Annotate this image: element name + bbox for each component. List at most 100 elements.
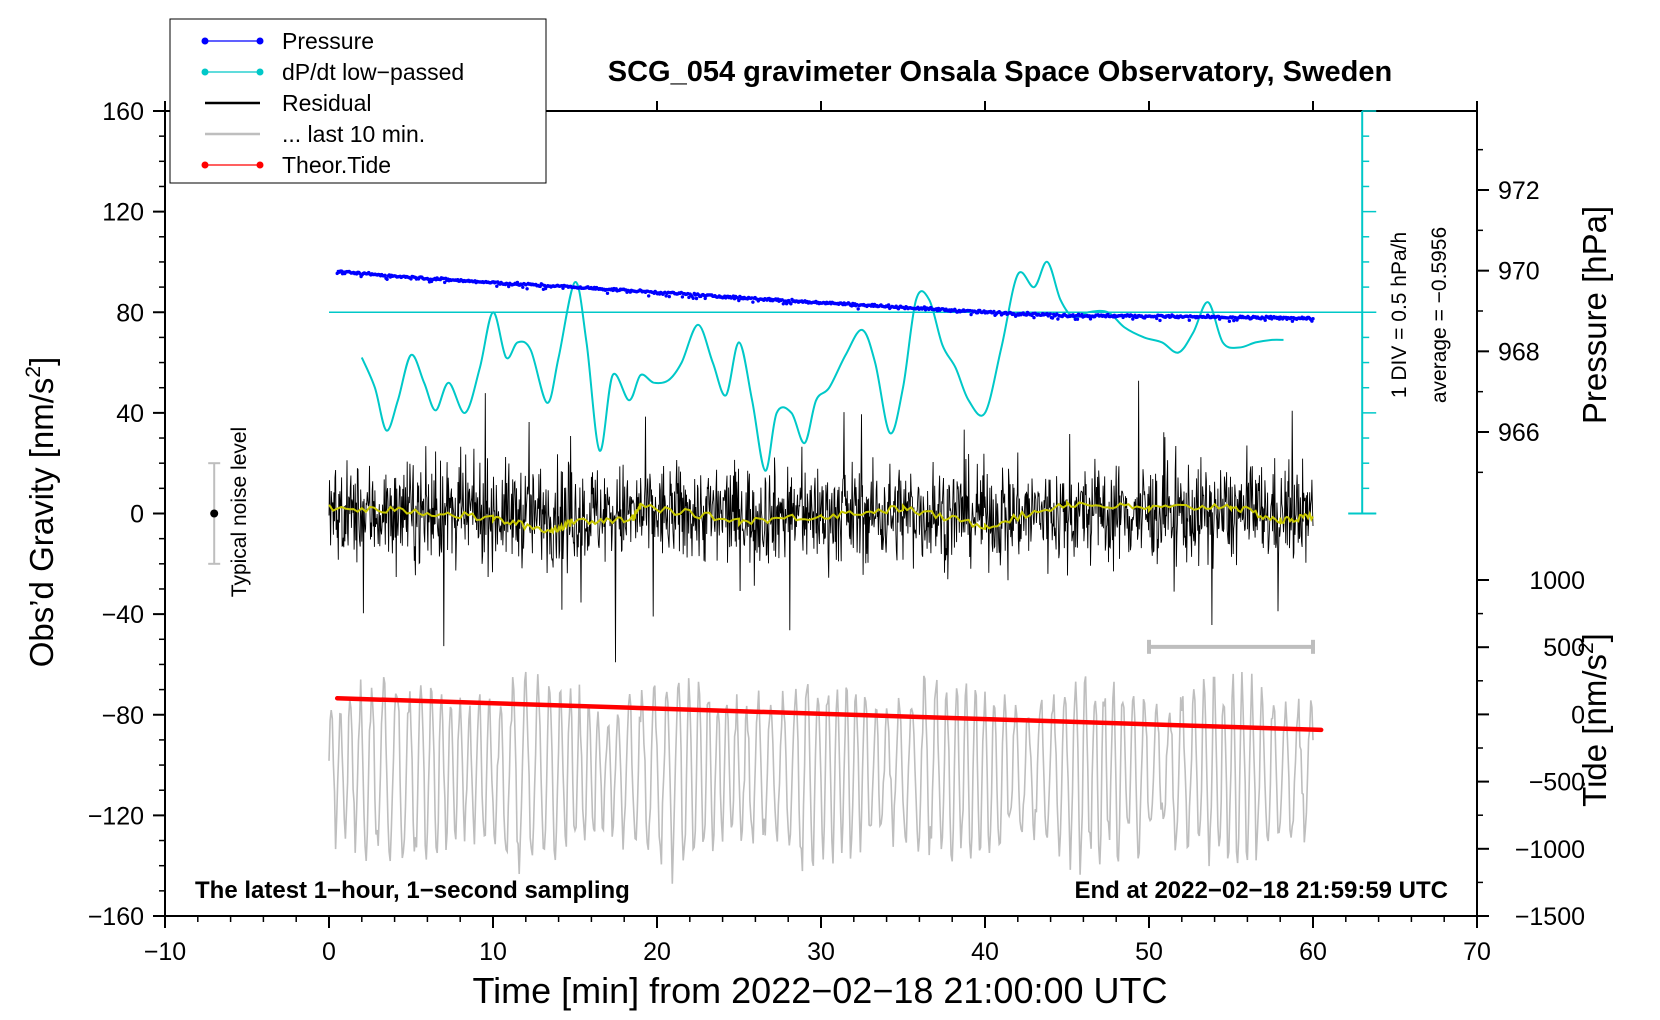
legend-label: Pressure <box>282 28 374 54</box>
pressure-point <box>385 277 389 281</box>
pressure-point <box>443 280 447 285</box>
legend-item: Theor.Tide <box>201 152 391 178</box>
x-axis: −10 0 10 20 30 40 50 60 70 <box>144 101 1491 966</box>
pressure-point <box>856 307 860 311</box>
dpdt-average-label: average = −0.5956 <box>1428 227 1451 403</box>
legend-item: ... last 10 min. <box>205 121 425 147</box>
series-theor-tide <box>334 696 1324 733</box>
series-last-10-min <box>328 671 1314 884</box>
annotation-sampling: The latest 1−hour, 1−second sampling <box>195 877 630 904</box>
y-axis-label-gravity: Obs’d Gravity [nm/s2] <box>22 357 60 668</box>
pressure-point <box>525 287 529 291</box>
pressure-point <box>1155 316 1159 321</box>
last-10-min-range-bar <box>1147 639 1315 654</box>
legend-box <box>169 18 547 184</box>
y-tick-label: 80 <box>116 299 144 327</box>
pressure-point <box>691 296 695 300</box>
x-tick-label: 10 <box>479 938 507 966</box>
pressure-point <box>667 294 671 299</box>
y-tick-label: 40 <box>116 400 144 428</box>
pressure-point <box>561 286 565 290</box>
pressure-point <box>1056 317 1060 321</box>
legend-swatch-dot <box>201 68 209 76</box>
series-residual-smoothed <box>328 499 1314 535</box>
theor-tide-line <box>334 696 1324 733</box>
pressure-point <box>1088 317 1093 321</box>
y-tick-label: −40 <box>102 601 144 629</box>
residual-smoothed-line <box>328 499 1314 535</box>
y-axis-label-tide: Tide [nm/s2] <box>1575 633 1613 807</box>
tide-tick-label: −500 <box>1529 769 1585 797</box>
pressure-point <box>1131 317 1135 321</box>
dpdt-div-label: 1 DIV = 0.5 hPa/h <box>1388 232 1411 398</box>
tide-tick-label: −1000 <box>1515 836 1585 864</box>
y-tick-label: −80 <box>102 702 144 730</box>
legend-label: Residual <box>282 90 372 116</box>
y-tick-label: 0 <box>130 501 144 529</box>
x-tick-label: 30 <box>807 938 835 966</box>
y-axis-tide: −1500 −1000 −500 0 500 1000 <box>1477 567 1585 931</box>
y-axis-pressure: 966 968 970 972 <box>1476 111 1540 474</box>
pressure-point <box>969 312 973 317</box>
pressure-point <box>886 303 891 307</box>
tide-tick-label: 500 <box>1543 634 1585 662</box>
annotation-end-time: End at 2022−02−18 21:59:59 UTC <box>1074 877 1448 904</box>
noise-level-label: Typical noise level <box>228 427 251 597</box>
legend-swatch-dot <box>256 68 264 76</box>
tide-tick-label: 1000 <box>1529 567 1585 595</box>
y-tick-label: −160 <box>88 903 144 931</box>
pressure-tick-label: 968 <box>1498 338 1540 366</box>
pressure-tick-label: 970 <box>1498 258 1540 286</box>
pressure-point <box>784 302 789 306</box>
legend: Pressure dP/dt low−passed Residual ... last… <box>169 18 547 184</box>
series-dpdt <box>360 260 1284 472</box>
pressure-point <box>687 295 691 300</box>
noise-center-dot <box>210 509 219 518</box>
legend-item: dP/dt low−passed <box>201 59 464 85</box>
pressure-point <box>1187 318 1192 322</box>
legend-swatch-dot <box>256 161 264 169</box>
x-tick-label: 60 <box>1299 938 1327 966</box>
x-tick-label: 50 <box>1135 938 1163 966</box>
pressure-point <box>703 296 707 301</box>
pressure-point <box>737 298 741 303</box>
y-axis-label-pressure: Pressure [hPa] <box>1576 206 1613 424</box>
y-tick-label: −120 <box>88 802 144 830</box>
legend-swatch-dot <box>201 161 209 169</box>
pressure-point <box>694 296 699 301</box>
residual-line <box>328 380 1314 663</box>
last-10-min-line <box>328 671 1314 884</box>
x-tick-label: 0 <box>322 938 336 966</box>
x-tick-label: 40 <box>971 938 999 966</box>
legend-label: dP/dt low−passed <box>282 59 464 85</box>
dpdt-line <box>360 260 1284 472</box>
legend-swatch-dot <box>201 37 209 45</box>
chart-title: SCG_054 gravimeter Onsala Space Observat… <box>608 56 1392 88</box>
pressure-point <box>495 284 499 288</box>
pressure-point <box>1227 319 1232 323</box>
pressure-point <box>507 284 511 289</box>
pressure-point <box>521 285 525 289</box>
x-tick-label: 70 <box>1463 938 1491 966</box>
x-tick-label: 20 <box>643 938 671 966</box>
pressure-point <box>1290 319 1295 323</box>
x-axis-label: Time [min] from 2022−02−18 21:00:00 UTC <box>472 970 1167 1011</box>
pressure-point <box>789 302 793 306</box>
pressure-point <box>680 295 685 299</box>
pressure-point <box>781 302 785 306</box>
pressure-point <box>1032 315 1036 320</box>
legend-label: Theor.Tide <box>282 152 391 178</box>
y-tick-label: 120 <box>102 199 144 227</box>
tide-tick-label: 0 <box>1571 701 1585 729</box>
series-residual <box>328 380 1314 663</box>
y-tick-label: 160 <box>102 98 144 126</box>
tide-tick-label: −1500 <box>1515 903 1585 931</box>
pressure-point <box>1075 317 1080 321</box>
legend-swatch-dot <box>256 37 264 45</box>
x-tick-label: −10 <box>144 938 186 966</box>
pressure-point <box>751 300 755 304</box>
pressure-point <box>992 309 996 314</box>
pressure-point <box>1263 318 1267 322</box>
pressure-point <box>664 294 668 298</box>
